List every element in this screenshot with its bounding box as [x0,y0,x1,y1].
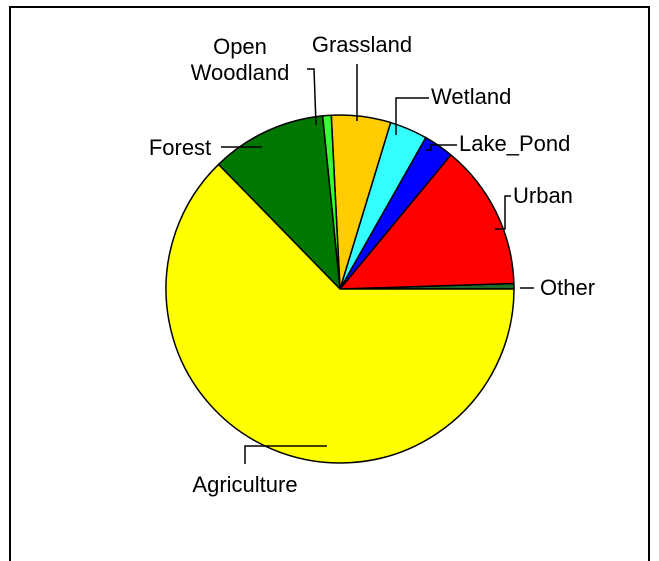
pie-slice-forest [217,115,341,290]
leader-line-urban [495,195,511,230]
leader-line-lake-pond [426,144,457,151]
leader-line-open-woodland [307,68,317,126]
slice-label-other: Other [540,275,595,300]
slice-label-urban: Urban [513,183,573,208]
pie-slice-urban [339,154,515,290]
pie-slice-agriculture [165,163,515,464]
slice-label-wetland: Wetland [431,84,511,109]
slice-label-lake-pond: Lake_Pond [459,131,570,156]
slice-label-open-woodland: Open Woodland [191,34,290,85]
slice-label-grassland: Grassland [312,32,412,57]
pie-slices [165,114,515,464]
slice-label-forest: Forest [149,135,211,160]
leader-lines [221,64,534,464]
slice-label-agriculture: Agriculture [192,472,297,497]
leader-line-wetland [395,97,429,135]
leader-line-agriculture [244,445,327,464]
slice-labels: Other Urban Lake_Pond Wetland Grassland Open W… [149,32,595,497]
